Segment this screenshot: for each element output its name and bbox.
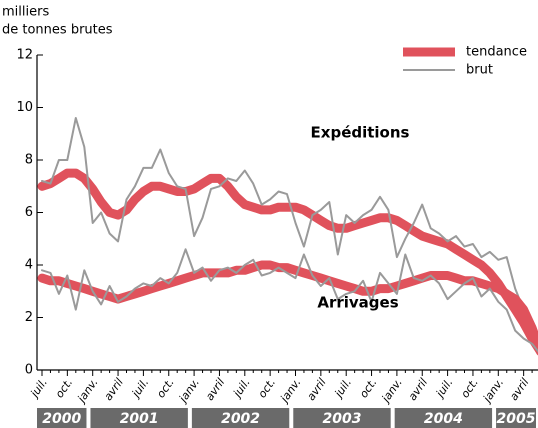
- annotation: Expéditions: [311, 124, 410, 142]
- year-box: [37, 408, 87, 428]
- year-box: [293, 408, 391, 428]
- year-label: 2005: [497, 411, 536, 427]
- x-tick-label: juil.: [331, 376, 354, 401]
- y-tick-label: 4: [25, 258, 33, 273]
- year-label: 2000: [42, 411, 81, 427]
- y-axis-label: milliers: [2, 5, 49, 20]
- x-tick-label: juil.: [432, 376, 455, 401]
- x-tick-label: oct.: [357, 376, 379, 400]
- x-tick-label: oct.: [256, 376, 278, 400]
- year-box: [191, 408, 290, 428]
- x-tick-label: avril: [304, 376, 328, 403]
- x-tick-label: oct.: [458, 376, 480, 400]
- x-tick-label: oct.: [53, 376, 75, 400]
- year-box: [496, 408, 536, 428]
- y-tick-label: 6: [25, 205, 33, 220]
- x-tick-label: janv.: [480, 376, 507, 406]
- trend-line: [37, 260, 538, 356]
- year-label: 2003: [322, 411, 361, 427]
- legend-label: tendance: [466, 45, 527, 60]
- x-tick-label: janv.: [74, 376, 101, 406]
- x-tick-label: juil.: [230, 376, 253, 401]
- legend-label: brut: [466, 63, 493, 78]
- x-tick-label: avril: [507, 376, 531, 403]
- x-tick-label: janv.: [378, 376, 405, 406]
- year-box: [394, 408, 493, 428]
- x-tick-label: avril: [102, 376, 126, 403]
- y-tick-label: 8: [25, 153, 33, 168]
- year-label: 2002: [221, 411, 260, 427]
- annotation: Arrivages: [317, 294, 398, 312]
- raw-line: [41, 117, 538, 346]
- x-tick-label: oct.: [154, 376, 176, 400]
- year-box: [90, 408, 188, 428]
- trend-line: [37, 168, 538, 356]
- x-tick-label: avril: [406, 376, 430, 403]
- y-tick-label: 2: [25, 310, 33, 325]
- y-tick-label: 12: [16, 48, 33, 63]
- x-tick-label: janv.: [175, 376, 202, 406]
- year-label: 2004: [424, 411, 463, 427]
- x-tick-label: janv.: [277, 376, 304, 406]
- year-label: 2001: [120, 411, 159, 427]
- raw-line: [41, 248, 538, 353]
- y-tick-label: 10: [16, 100, 33, 115]
- x-tick-label: juil.: [27, 376, 50, 401]
- x-tick-label: juil.: [128, 376, 151, 401]
- x-tick-label: avril: [203, 376, 227, 403]
- y-tick-label: 0: [25, 363, 33, 378]
- y-axis-label: de tonnes brutes: [2, 23, 113, 38]
